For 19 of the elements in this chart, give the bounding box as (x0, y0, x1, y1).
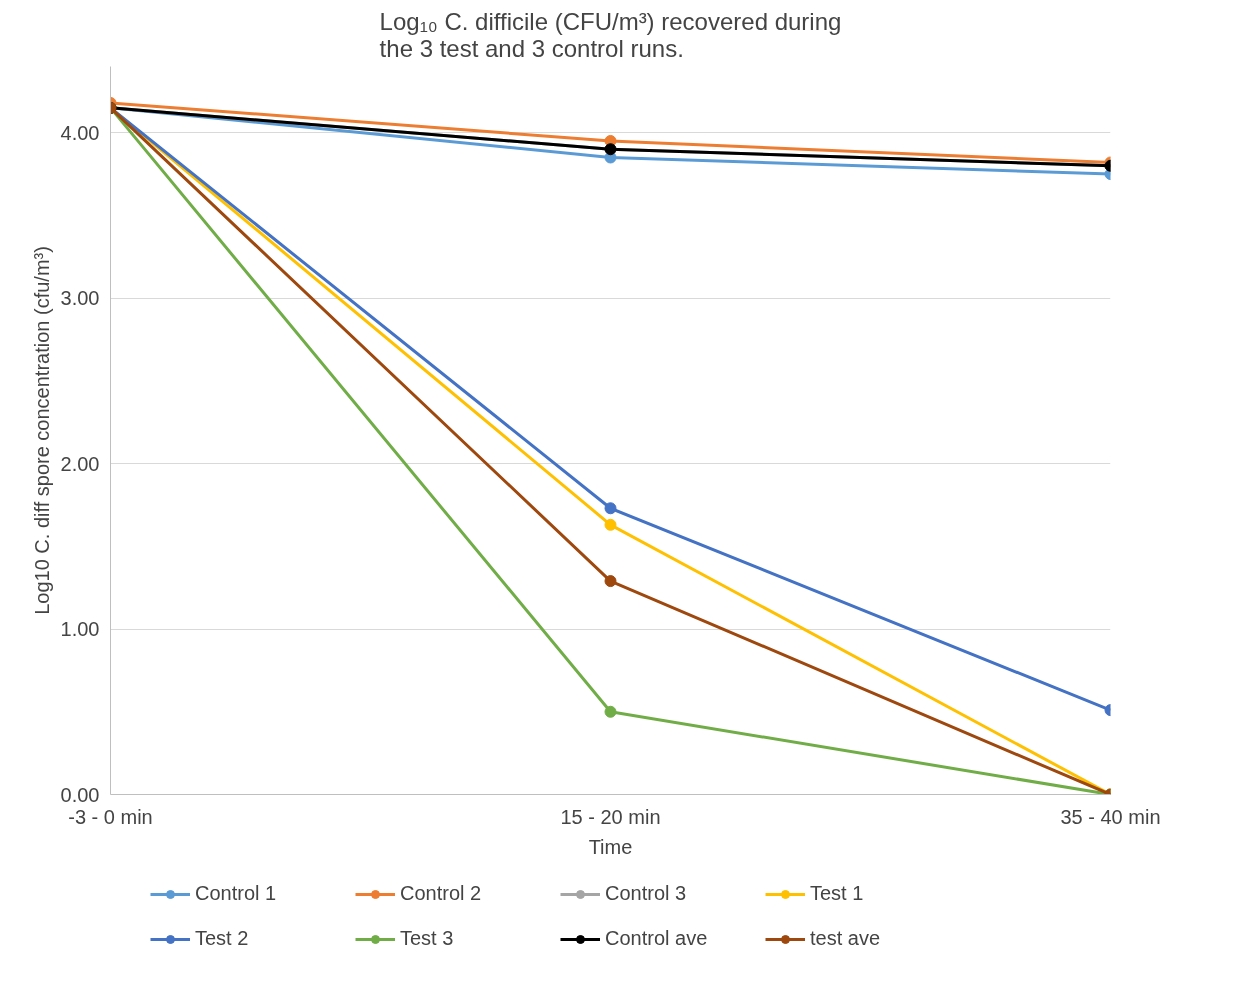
x-tick-label: 35 - 40 min (1060, 805, 1161, 828)
x-tick-label: 15 - 20 min (560, 805, 661, 828)
legend-label: Test 3 (400, 927, 455, 950)
y-tick-label: 1.00 (60, 618, 100, 641)
legend-label: Control 1 (195, 882, 278, 905)
legend-label: Test 2 (195, 927, 250, 950)
legend-label: Control 3 (605, 882, 688, 905)
y-axis-title: Log10 C. diff spore concentration (cfu/m³) (30, 246, 53, 615)
legend-label: Test 1 (810, 882, 865, 905)
legend-label: test ave (810, 927, 882, 950)
y-tick-label: 2.00 (60, 452, 100, 475)
x-tick-label: -3 - 0 min (68, 805, 153, 828)
chart-title: Log₁₀ C. difficile (CFU/m³) recovered during the 3 test and 3 control runs. (379, 7, 842, 62)
legend-label: Control 2 (400, 882, 483, 905)
y-tick-label: 3.00 (60, 287, 100, 310)
legend-label: Control ave (605, 927, 709, 950)
y-tick-label: 4.00 (60, 121, 100, 144)
y-tick-label: 0.00 (60, 783, 100, 806)
x-axis-title: Time (588, 835, 633, 858)
